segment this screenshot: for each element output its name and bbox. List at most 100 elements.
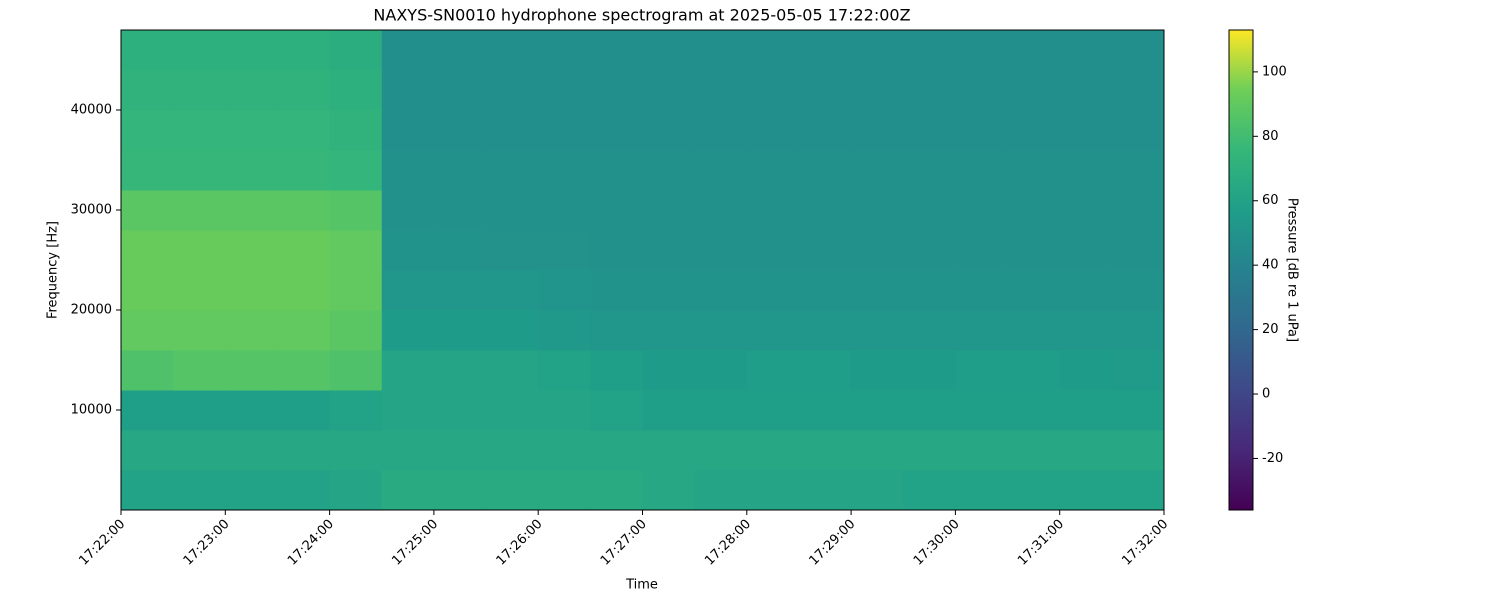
heatmap-cell bbox=[1007, 310, 1061, 351]
heatmap-cell bbox=[642, 390, 696, 431]
heatmap-cell bbox=[433, 430, 487, 471]
heatmap-cell bbox=[381, 270, 435, 311]
heatmap-cell bbox=[329, 270, 383, 311]
x-tick-label: 17:23:00 bbox=[181, 517, 233, 569]
heatmap-cell bbox=[1059, 150, 1113, 191]
heatmap-cell bbox=[955, 430, 1009, 471]
heatmap-cell bbox=[798, 70, 852, 111]
y-axis-label: Frequency [Hz] bbox=[46, 221, 61, 319]
heatmap-cell bbox=[798, 270, 852, 311]
heatmap-cell bbox=[1059, 110, 1113, 151]
heatmap-cell bbox=[746, 30, 800, 71]
heatmap-cell bbox=[381, 30, 435, 71]
heatmap-cell bbox=[798, 390, 852, 431]
heatmap-cell bbox=[225, 310, 278, 351]
heatmap-cell bbox=[173, 350, 226, 391]
colorbar-label: Pressure [dB re 1 uPa] bbox=[1285, 198, 1300, 342]
heatmap-cell bbox=[694, 390, 748, 431]
heatmap-cell bbox=[694, 150, 748, 191]
heatmap-cell bbox=[121, 310, 174, 351]
heatmap-cell bbox=[798, 430, 852, 471]
heatmap-cell bbox=[225, 470, 278, 511]
heatmap-cell bbox=[642, 70, 696, 111]
heatmap-cell bbox=[225, 270, 278, 311]
heatmap-cell bbox=[590, 190, 643, 231]
heatmap-cell bbox=[798, 350, 852, 391]
x-tick-label: 17:31:00 bbox=[1015, 517, 1067, 569]
heatmap-cell bbox=[642, 230, 696, 271]
heatmap-cell bbox=[486, 350, 539, 391]
heatmap-cell bbox=[277, 150, 331, 191]
heatmap-cell bbox=[955, 150, 1009, 191]
heatmap-cell bbox=[538, 390, 591, 431]
heatmap-cell bbox=[433, 30, 487, 71]
colorbar bbox=[1229, 30, 1253, 510]
heatmap-cell bbox=[486, 70, 539, 111]
heatmap-cell bbox=[903, 350, 956, 391]
heatmap-cell bbox=[173, 310, 226, 351]
heatmap-cell bbox=[329, 350, 383, 391]
heatmap-cell bbox=[798, 150, 852, 191]
heatmap-cell bbox=[486, 390, 539, 431]
heatmap-cell bbox=[121, 270, 174, 311]
heatmap-cell bbox=[903, 150, 956, 191]
heatmap-cell bbox=[1111, 430, 1165, 471]
heatmap-cell bbox=[642, 430, 696, 471]
heatmap-cell bbox=[329, 190, 383, 231]
heatmap-cell bbox=[955, 30, 1009, 71]
heatmap-cell bbox=[225, 350, 278, 391]
heatmap-cell bbox=[851, 270, 904, 311]
heatmap-cell bbox=[381, 230, 435, 271]
heatmap-cell bbox=[851, 110, 904, 151]
heatmap-cell bbox=[277, 390, 331, 431]
heatmap-cell bbox=[433, 70, 487, 111]
heatmap-cell bbox=[381, 390, 435, 431]
heatmap-cell bbox=[173, 110, 226, 151]
heatmap-cell bbox=[225, 110, 278, 151]
heatmap-cell bbox=[1111, 350, 1165, 391]
heatmap-cell bbox=[851, 230, 904, 271]
heatmap-cell bbox=[1059, 430, 1113, 471]
heatmap-cell bbox=[590, 230, 643, 271]
heatmap-cell bbox=[225, 390, 278, 431]
heatmap-cell bbox=[746, 310, 800, 351]
heatmap-cell bbox=[1059, 70, 1113, 111]
heatmap-cell bbox=[121, 350, 174, 391]
heatmap-cell bbox=[173, 270, 226, 311]
heatmap-cell bbox=[903, 470, 956, 511]
heatmap-cell bbox=[538, 350, 591, 391]
heatmap-cell bbox=[329, 230, 383, 271]
heatmap-cell bbox=[173, 430, 226, 471]
heatmap-cell bbox=[538, 70, 591, 111]
heatmap-cell bbox=[1007, 30, 1061, 71]
heatmap-cell bbox=[486, 150, 539, 191]
heatmap-cell bbox=[381, 310, 435, 351]
heatmap-cell bbox=[903, 230, 956, 271]
heatmap-cell bbox=[590, 30, 643, 71]
heatmap-cell bbox=[1059, 30, 1113, 71]
y-tick-label: 40000 bbox=[71, 103, 112, 118]
heatmap-cell bbox=[746, 230, 800, 271]
heatmap-cell bbox=[746, 270, 800, 311]
heatmap-cell bbox=[590, 470, 643, 511]
heatmap-cell bbox=[903, 190, 956, 231]
heatmap-cell bbox=[955, 230, 1009, 271]
heatmap-cell bbox=[590, 110, 643, 151]
heatmap-cell bbox=[538, 30, 591, 71]
heatmap-cell bbox=[381, 190, 435, 231]
heatmap-cell bbox=[1007, 390, 1061, 431]
heatmap-cell bbox=[798, 310, 852, 351]
heatmap-cell bbox=[277, 70, 331, 111]
heatmap-cell bbox=[329, 470, 383, 511]
heatmap-cell bbox=[486, 470, 539, 511]
y-tick-label: 30000 bbox=[71, 203, 112, 218]
y-tick-label: 10000 bbox=[71, 403, 112, 418]
heatmap-cell bbox=[1007, 350, 1061, 391]
heatmap-cell bbox=[433, 230, 487, 271]
heatmap-cell bbox=[590, 150, 643, 191]
heatmap-cell bbox=[433, 390, 487, 431]
heatmap-cell bbox=[590, 310, 643, 351]
heatmap-cell bbox=[329, 30, 383, 71]
heatmap-cell bbox=[538, 150, 591, 191]
heatmap-cell bbox=[851, 350, 904, 391]
